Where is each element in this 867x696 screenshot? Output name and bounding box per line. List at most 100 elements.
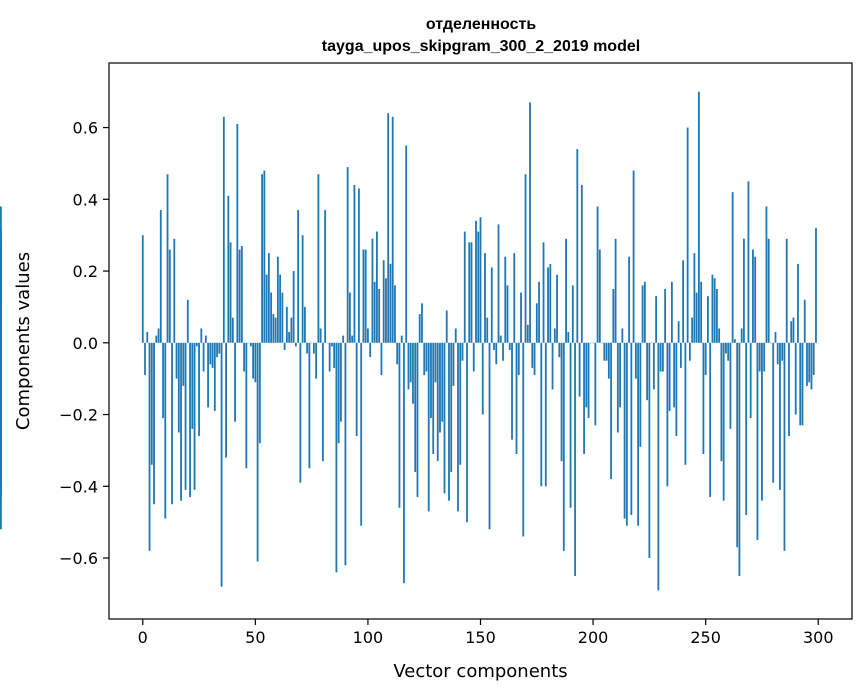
bar (457, 342, 459, 512)
bar (488, 342, 491, 530)
bar (614, 238, 617, 343)
bar (468, 242, 471, 343)
bar (285, 306, 288, 343)
bar (475, 220, 477, 343)
bar (529, 102, 531, 343)
bar (774, 332, 777, 343)
bar (643, 281, 646, 343)
bar (758, 342, 761, 372)
bar (727, 342, 730, 361)
bar (157, 328, 160, 343)
bar (641, 285, 644, 343)
y-tick-label: −0.6 (59, 549, 98, 568)
bar (502, 342, 504, 361)
bar (353, 184, 356, 343)
bar (716, 288, 718, 343)
bar (173, 238, 176, 343)
bar (344, 342, 347, 566)
bar (204, 335, 207, 343)
bar (412, 342, 414, 404)
bar (195, 342, 198, 347)
bar (227, 195, 230, 343)
bar (607, 342, 610, 379)
bar (679, 342, 682, 368)
bar (515, 342, 518, 454)
bar (472, 342, 475, 372)
bar (376, 231, 378, 343)
bar (148, 342, 151, 551)
bar (360, 342, 363, 526)
bar (522, 342, 525, 537)
x-tick-label: 200 (578, 628, 609, 647)
bar (637, 342, 640, 526)
chart-subtitle: tayga_upos_skipgram_300_2_2019 model (322, 38, 640, 55)
bar (243, 342, 245, 372)
bar (218, 342, 221, 354)
bar (779, 342, 781, 490)
bar (585, 342, 588, 408)
bar (303, 306, 306, 343)
bar (684, 342, 687, 465)
bar (189, 342, 191, 498)
bar (664, 288, 667, 343)
y-tick-label: 0.6 (73, 119, 98, 138)
bar (454, 328, 457, 343)
bar (538, 281, 540, 343)
bar (180, 342, 182, 501)
y-tick-label: 0.4 (73, 190, 98, 209)
bar (299, 342, 302, 483)
bar (261, 174, 263, 343)
bar (294, 342, 297, 347)
bar (628, 256, 630, 343)
bar (535, 303, 538, 343)
bar (144, 342, 146, 376)
bar (312, 342, 315, 354)
bar (220, 342, 223, 587)
bar (416, 342, 419, 498)
bar (331, 342, 333, 347)
bar (175, 342, 178, 379)
bar (506, 285, 509, 343)
bar (231, 317, 234, 343)
bar (677, 321, 680, 343)
bar (655, 296, 658, 343)
bar (544, 342, 547, 487)
bar (675, 342, 678, 437)
bar (652, 342, 655, 390)
bar (490, 267, 493, 343)
bar (182, 342, 185, 386)
bar (720, 342, 723, 462)
bar (452, 342, 455, 386)
bar (292, 271, 295, 343)
bar (222, 116, 225, 343)
bar (445, 310, 448, 343)
bar (736, 342, 739, 548)
bar (466, 342, 468, 523)
bar (547, 267, 549, 343)
bar (812, 342, 815, 376)
bar (709, 342, 712, 498)
bar (540, 342, 543, 487)
bar (184, 342, 187, 490)
bar (425, 342, 428, 372)
bar (619, 342, 621, 408)
bar (749, 342, 752, 419)
bar (806, 342, 808, 386)
bar (517, 342, 520, 376)
bar (432, 342, 435, 454)
chart-title: отделенность (426, 16, 537, 33)
bar (461, 342, 464, 361)
bar (477, 231, 480, 343)
bar (358, 188, 360, 343)
bar (531, 342, 534, 368)
bar (281, 292, 284, 343)
bar (605, 342, 608, 361)
bar (634, 342, 637, 379)
bar (423, 342, 426, 376)
bar (752, 249, 754, 343)
bar (258, 342, 261, 444)
bar (463, 231, 466, 343)
bar (315, 342, 318, 379)
bar (272, 314, 275, 343)
